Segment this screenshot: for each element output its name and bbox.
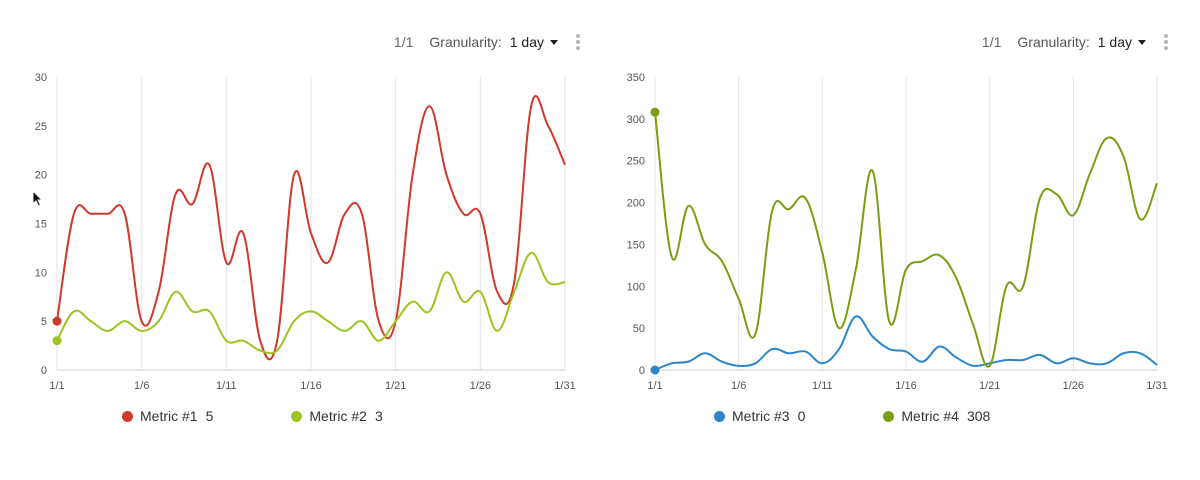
y-tick-label: 25	[35, 121, 47, 133]
legend-dot	[714, 410, 725, 422]
y-tick-label: 0	[639, 365, 645, 377]
legend-label: Metric #4	[901, 408, 959, 424]
x-tick-label: 1/1	[49, 380, 64, 392]
series-line-metric-1[interactable]	[56, 95, 566, 361]
y-tick-label: 350	[627, 72, 645, 84]
x-tick-label: 1/11	[812, 380, 833, 392]
line-chart-left: 0 5 10 15 20 25 30 1/1 1/6 1/11 1/16 1/21 1/26 1/31	[35, 72, 576, 392]
legend-value: 3	[374, 408, 383, 424]
series-line-metric-4[interactable]	[654, 112, 1158, 368]
y-tick-label: 0	[41, 365, 47, 377]
granularity-dropdown[interactable]: 1 day	[510, 34, 558, 50]
series-line-metric-2[interactable]	[56, 251, 566, 355]
y-tick-label: 150	[627, 239, 645, 251]
caret-down-icon	[550, 39, 558, 45]
x-tick-label: 1/6	[134, 380, 149, 392]
y-tick-label: 10	[35, 267, 47, 279]
data-point-marker[interactable]	[650, 107, 660, 117]
data-point-marker[interactable]	[52, 316, 62, 326]
x-tick-label: 1/31	[554, 380, 575, 392]
legend-label: Metric #2	[309, 408, 367, 424]
legend-value: 0	[797, 408, 806, 424]
legend-dot	[122, 410, 133, 422]
x-tick-label: 1/21	[385, 380, 406, 392]
granularity-value: 1 day	[1097, 34, 1132, 50]
mouse-cursor-icon	[32, 190, 44, 207]
more-options-icon[interactable]	[576, 34, 580, 50]
data-point-marker[interactable]	[52, 336, 62, 346]
y-tick-label: 250	[627, 156, 645, 168]
legend-value: 5	[205, 408, 214, 424]
legend-item-metric-4[interactable]: Metric #4 308	[883, 408, 990, 424]
data-point-marker[interactable]	[650, 365, 660, 375]
chart-toolbar: 1/1 Granularity: 1 day	[982, 32, 1168, 52]
legend-item-metric-1[interactable]: Metric #1 5	[122, 408, 213, 424]
y-tick-label: 5	[41, 316, 47, 328]
x-tick-label: 1/31	[1146, 380, 1167, 392]
legend-label: Metric #1	[140, 408, 198, 424]
chart-toolbar: 1/1 Granularity: 1 day	[394, 32, 580, 52]
legend-dot	[883, 410, 895, 422]
caret-down-icon	[1138, 39, 1146, 45]
x-tick-label: 1/26	[470, 380, 491, 392]
legend-dot	[291, 410, 303, 422]
y-tick-label: 300	[627, 114, 645, 126]
series-line-metric-3[interactable]	[654, 315, 1158, 371]
chart-legend-left: Metric #1 5 Metric #2 3	[122, 408, 461, 424]
x-tick-label: 1/16	[300, 380, 321, 392]
x-tick-label: 1/1	[647, 380, 662, 392]
x-tick-label: 1/6	[731, 380, 746, 392]
legend-item-metric-3[interactable]: Metric #3 0	[714, 408, 805, 424]
line-chart-right: 0 50 100 150 200 250 300 350 1/1 1/6 1/11 1/16 1/21 1…	[627, 72, 1168, 392]
chart-legend-right: Metric #3 0 Metric #4 308	[714, 408, 1068, 424]
y-tick-label: 20	[35, 170, 47, 182]
chart-panel-right: 1/1 Granularity: 1 day 0 50 100 150 200 250 30…	[592, 0, 1192, 480]
legend-value: 308	[966, 408, 991, 424]
granularity-label: Granularity:	[429, 34, 502, 50]
y-tick-label: 50	[633, 323, 645, 335]
granularity-dropdown[interactable]: 1 day	[1098, 34, 1146, 50]
y-tick-label: 200	[627, 198, 645, 210]
x-tick-label: 1/21	[979, 380, 1000, 392]
y-tick-label: 15	[35, 219, 47, 231]
x-tick-label: 1/16	[895, 380, 916, 392]
x-tick-label: 1/26	[1063, 380, 1084, 392]
granularity-value: 1 day	[509, 34, 544, 50]
more-options-icon[interactable]	[1164, 34, 1168, 50]
legend-item-metric-2[interactable]: Metric #2 3	[291, 408, 383, 424]
granularity-label: Granularity:	[1017, 34, 1090, 50]
page-indicator: 1/1	[981, 34, 1002, 50]
chart-panel-left: 1/1 Granularity: 1 day 0 5 10 15 20 25 30 1/1 1/…	[35, 32, 580, 424]
y-tick-label: 100	[627, 281, 645, 293]
page-indicator: 1/1	[393, 34, 414, 50]
legend-label: Metric #3	[732, 408, 790, 424]
x-tick-label: 1/11	[216, 380, 237, 392]
y-tick-label: 30	[35, 72, 47, 84]
